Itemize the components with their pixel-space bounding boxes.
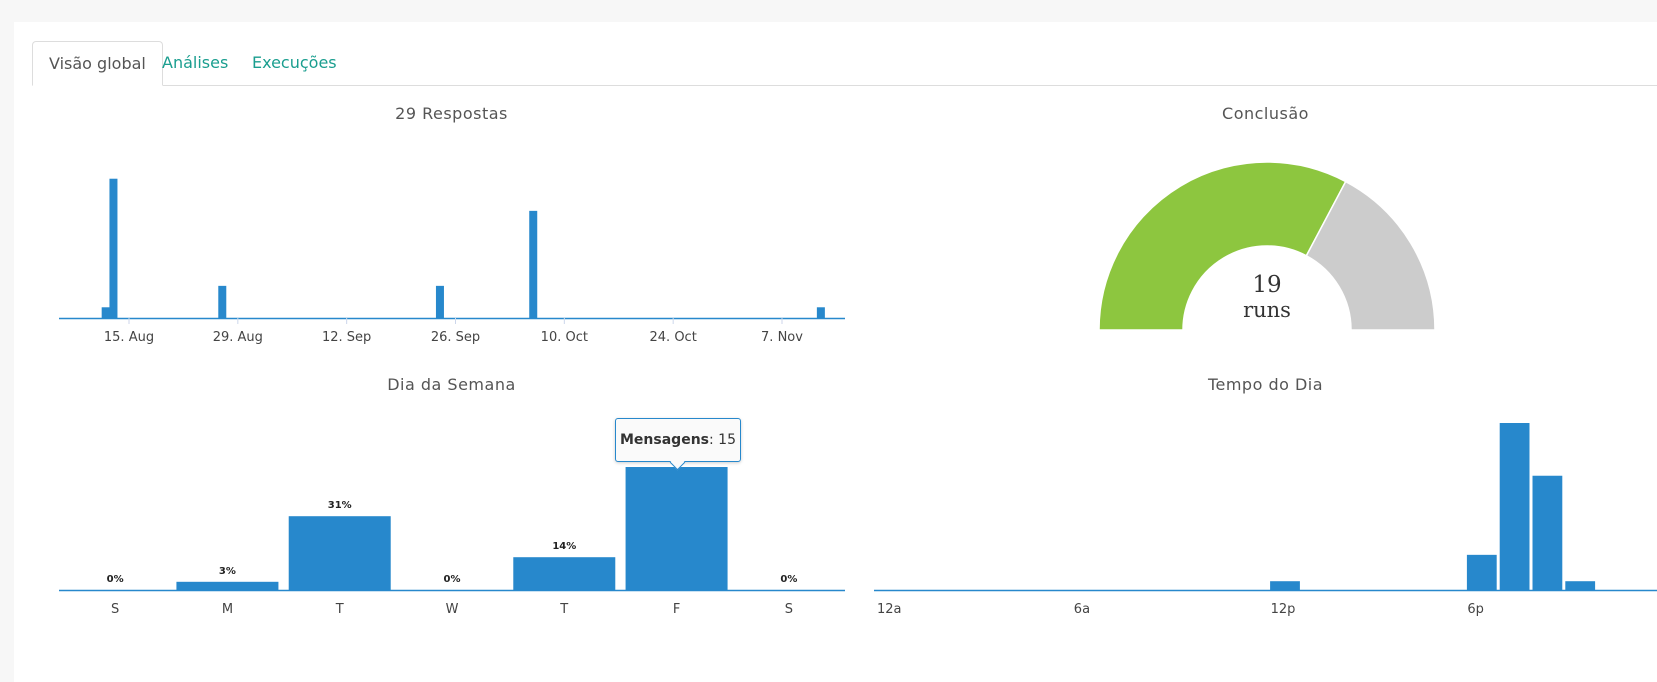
dashboard-card	[14, 22, 1657, 682]
tooltip-series: Mensagens	[620, 432, 709, 448]
gauge-center-label: runs	[1243, 298, 1291, 322]
weekday-tick-label: T	[335, 602, 344, 617]
responses-tick-label: 7. Nov	[761, 330, 803, 345]
completion-chart-title: Conclusão	[1222, 104, 1309, 123]
weekday-tick-label: T	[559, 602, 568, 617]
weekday-data-label: 0%	[780, 574, 797, 585]
weekday-data-label: 3%	[219, 566, 236, 577]
responses-tick-label: 26. Sep	[431, 330, 480, 345]
responses-tick-label: 10. Oct	[541, 330, 588, 345]
weekday-data-label: 31%	[328, 500, 352, 511]
weekday-tick-label: S	[785, 602, 793, 617]
tab-analyses[interactable]: Análises	[162, 53, 229, 72]
timeofday-tick-label: 12a	[877, 602, 902, 617]
responses-bar	[109, 178, 118, 318]
gauge-slice-completed	[1098, 161, 1347, 331]
responses-bar	[816, 307, 825, 318]
timeofday-bar	[1565, 581, 1596, 590]
weekday-bar	[625, 467, 728, 590]
weekday-tick-label: M	[222, 602, 233, 617]
weekday-bar	[288, 516, 391, 590]
bar-tooltip: Mensagens: 15	[615, 418, 741, 471]
timeofday-tick-label: 6a	[1074, 602, 1090, 617]
timeofday-tick-label: 12p	[1271, 602, 1296, 617]
weekday-data-label: 0%	[107, 574, 124, 585]
weekday-tick-label: S	[111, 602, 119, 617]
tab-bar: Visão global Análises Execuções	[32, 41, 1657, 86]
gauge-slice-incomplete	[1305, 180, 1436, 331]
responses-bar	[218, 285, 227, 318]
responses-tick-label: 12. Sep	[322, 330, 371, 345]
weekday-tick-label: W	[446, 602, 459, 617]
weekday-bar	[513, 557, 616, 590]
tab-executions[interactable]: Execuções	[252, 53, 337, 72]
responses-tick-label: 24. Oct	[650, 330, 697, 345]
timeofday-bar	[1466, 554, 1497, 590]
tab-overview[interactable]: Visão global	[32, 41, 163, 86]
weekday-bar	[176, 581, 279, 590]
weekday-data-label: 0%	[444, 574, 461, 585]
responses-tick-label: 15. Aug	[104, 330, 154, 345]
weekday-chart-title: Dia da Semana	[387, 375, 516, 394]
timeofday-bar	[1499, 423, 1530, 590]
timeofday-bar	[1270, 581, 1300, 590]
tooltip-separator: :	[709, 432, 719, 448]
responses-bar	[529, 210, 538, 318]
responses-chart-title: 29 Respostas	[395, 104, 508, 123]
tooltip-value: 15	[718, 432, 736, 448]
timeofday-chart-title: Tempo do Dia	[1207, 375, 1324, 394]
gauge-center-value: 19	[1252, 272, 1282, 298]
timeofday-bar	[1532, 475, 1563, 590]
weekday-data-label: 14%	[552, 541, 576, 552]
responses-tick-label: 29. Aug	[213, 330, 263, 345]
timeofday-tick-label: 6p	[1467, 602, 1484, 617]
responses-bar	[101, 307, 110, 318]
responses-bar	[435, 285, 444, 318]
weekday-tick-label: F	[673, 602, 680, 617]
